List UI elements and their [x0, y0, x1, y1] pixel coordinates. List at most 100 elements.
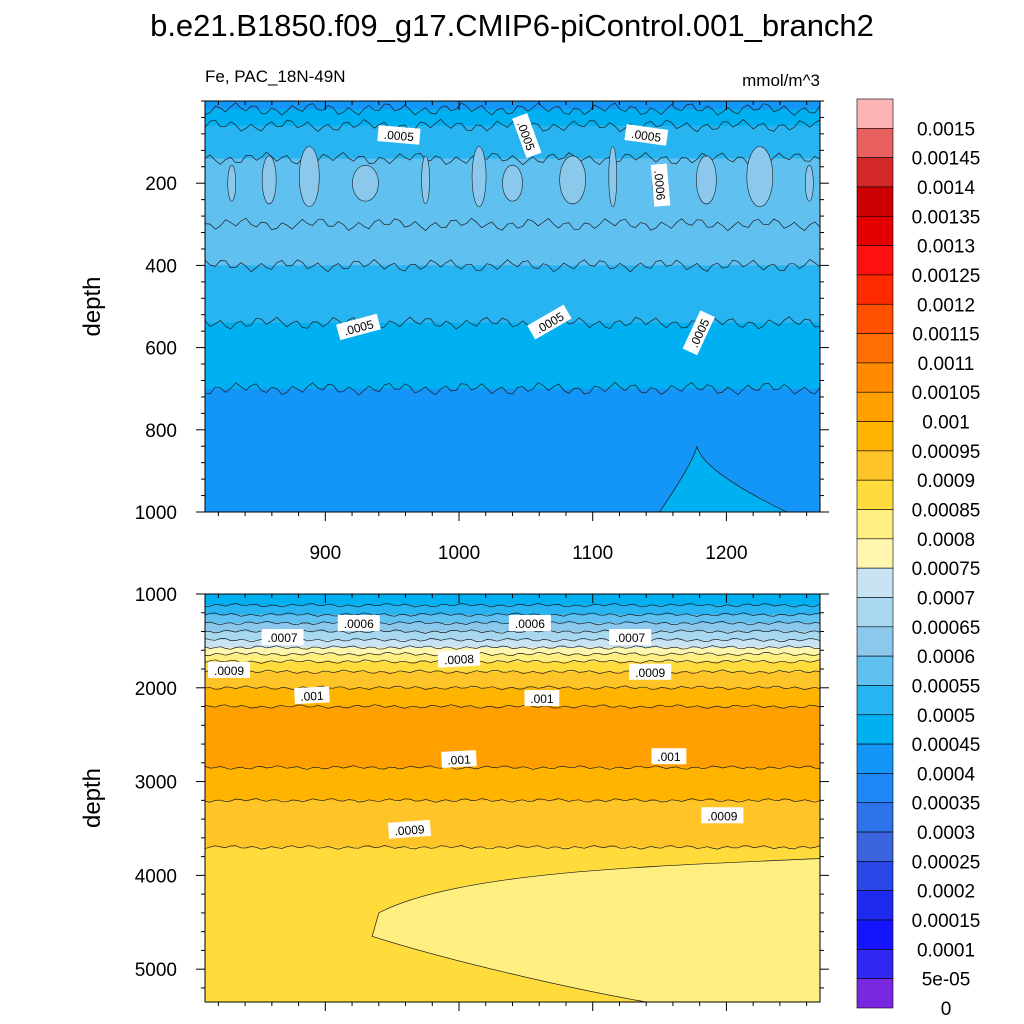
contour-band-lower-12 — [205, 767, 820, 801]
y-tick-label-lower: 1000 — [135, 585, 177, 606]
contour-label-text: .0006 — [651, 170, 668, 201]
contour-patch-11 — [746, 146, 774, 207]
colorbar-swatch-22 — [856, 743, 894, 774]
colorbar-label-14: 0.0008 — [917, 530, 975, 551]
colorbar-label-12: 0.0009 — [917, 471, 975, 492]
contour-label-text: .0009 — [214, 664, 244, 678]
contour-label-upper-3: .0006 — [650, 163, 671, 207]
contour-label-text: .0007 — [268, 631, 298, 645]
colorbar-swatch-25 — [856, 831, 894, 862]
y-tick-label-upper: 400 — [145, 256, 177, 277]
units-label: mmol/m^3 — [742, 71, 820, 90]
contour-label-upper-2: .0005 — [624, 124, 669, 146]
colorbar-swatch-16 — [856, 567, 894, 598]
contour-band-lower-4 — [205, 631, 820, 641]
colorbar-label-23: 0.00035 — [912, 794, 981, 815]
contour-label-text: .0006 — [344, 617, 374, 631]
contour-patch-12 — [805, 164, 814, 202]
lower-panel: .0006 .0006 .0007 .0007 .0008 .0009 .0009 .001.… — [79, 585, 829, 1011]
colorbar-label-22: 0.0004 — [917, 764, 976, 785]
colorbar-label-30: 0 — [941, 999, 952, 1020]
deep-patch-upper — [659, 446, 787, 512]
colorbar-label-15: 0.00075 — [912, 559, 981, 580]
contour-band-upper-4 — [205, 224, 820, 266]
contour-line-lower-7 — [205, 651, 820, 657]
colorbar-label-10: 0.001 — [922, 413, 970, 434]
colorbar-swatch-14 — [856, 509, 894, 540]
contour-patch-8 — [608, 146, 618, 207]
contour-label-lower-7: .001 — [294, 686, 330, 705]
contour-label-upper-0: .0005 — [377, 125, 421, 145]
contour-line-lower-9 — [205, 669, 820, 674]
contour-patch-10 — [696, 155, 717, 205]
x-tick-label: 900 — [309, 543, 341, 564]
colorbar-label-16: 0.0007 — [917, 588, 975, 609]
contour-patch-6 — [502, 164, 523, 202]
contour-line-upper-6 — [205, 316, 820, 330]
colorbar-label-25: 0.00025 — [912, 852, 981, 873]
colorbar-swatch-18 — [856, 626, 894, 657]
colorbar-swatch-19 — [856, 655, 894, 686]
contour-label-lower-9: .001 — [441, 750, 477, 768]
figure-title: b.e21.B1850.f09_g17.CMIP6-piControl.001_… — [150, 8, 874, 43]
colorbar-label-6: 0.0012 — [917, 295, 975, 316]
colorbar-label-2: 0.0014 — [917, 178, 976, 199]
contour-label-text: .0005 — [630, 127, 662, 145]
colorbar-swatch-7 — [856, 303, 894, 334]
colorbar-label-29: 5e-05 — [922, 970, 971, 991]
contour-patch-5 — [471, 146, 487, 207]
y-tick-label-upper: 200 — [145, 174, 177, 195]
colorbar-label-17: 0.00065 — [912, 618, 981, 639]
contour-label-lower-8: .001 — [524, 690, 560, 707]
colorbar-label-24: 0.0003 — [917, 823, 975, 844]
x-tick-label: 1100 — [572, 543, 613, 564]
colorbar-label-5: 0.00125 — [912, 266, 981, 287]
contour-line-lower-2 — [205, 612, 820, 617]
contour-patch-1 — [261, 155, 277, 205]
contour-label-lower-0: .0006 — [337, 615, 380, 632]
contour-line-lower-14 — [205, 845, 820, 850]
contour-line-upper-4 — [205, 217, 820, 232]
y-tick-label-upper: 1000 — [135, 503, 177, 524]
colorbar-swatch-27 — [856, 890, 894, 921]
contour-band-upper-2 — [205, 125, 820, 160]
contour-label-text: .001 — [657, 750, 681, 764]
colorbar-swatch-23 — [856, 773, 894, 804]
colorbar-swatch-9 — [856, 362, 894, 393]
contour-line-lower-12 — [205, 765, 820, 770]
contour-label-text: .0007 — [615, 631, 645, 645]
contour-label-lower-4: .0008 — [437, 649, 481, 668]
contour-band-lower-10 — [205, 687, 820, 708]
contour-line-lower-13 — [205, 798, 820, 803]
contour-line-upper-5 — [205, 258, 820, 273]
colorbar-label-19: 0.00055 — [912, 676, 981, 697]
contour-label-lower-6: .0009 — [629, 663, 672, 680]
y-tick-label-upper: 600 — [145, 339, 177, 360]
contour-band-upper-1 — [205, 109, 820, 127]
colorbar-label-1: 0.00145 — [912, 149, 981, 170]
colorbar-swatch-10 — [856, 391, 894, 422]
contour-patch-3 — [352, 164, 379, 202]
colorbar-swatch-24 — [856, 802, 894, 833]
y-tick-label-lower: 2000 — [135, 679, 177, 700]
variable-label: Fe, PAC_18N-49N — [205, 67, 345, 86]
y-tick-label-upper: 800 — [145, 421, 177, 442]
contour-band-lower-9 — [205, 671, 820, 689]
colorbar-swatch-3 — [856, 186, 894, 217]
contour-patch-0 — [227, 164, 237, 202]
y-tick-label-lower: 5000 — [135, 960, 177, 981]
colorbar-label-0: 0.0015 — [917, 119, 975, 140]
colorbar-swatch-29 — [856, 949, 894, 979]
contour-band-lower-7 — [205, 654, 820, 663]
contour-line-upper-7 — [205, 381, 820, 396]
contour-band-upper-5 — [205, 265, 820, 324]
x-tick-label: 1000 — [438, 543, 480, 564]
colorbar-swatch-13 — [856, 479, 894, 510]
colorbar-label-20: 0.0005 — [917, 706, 975, 727]
contour-patch-4 — [421, 155, 430, 205]
contour-label-text: .0009 — [707, 809, 737, 823]
colorbar-swatch-8 — [856, 333, 894, 364]
contour-line-lower-4 — [205, 629, 820, 634]
contour-band-lower-8 — [205, 661, 820, 673]
